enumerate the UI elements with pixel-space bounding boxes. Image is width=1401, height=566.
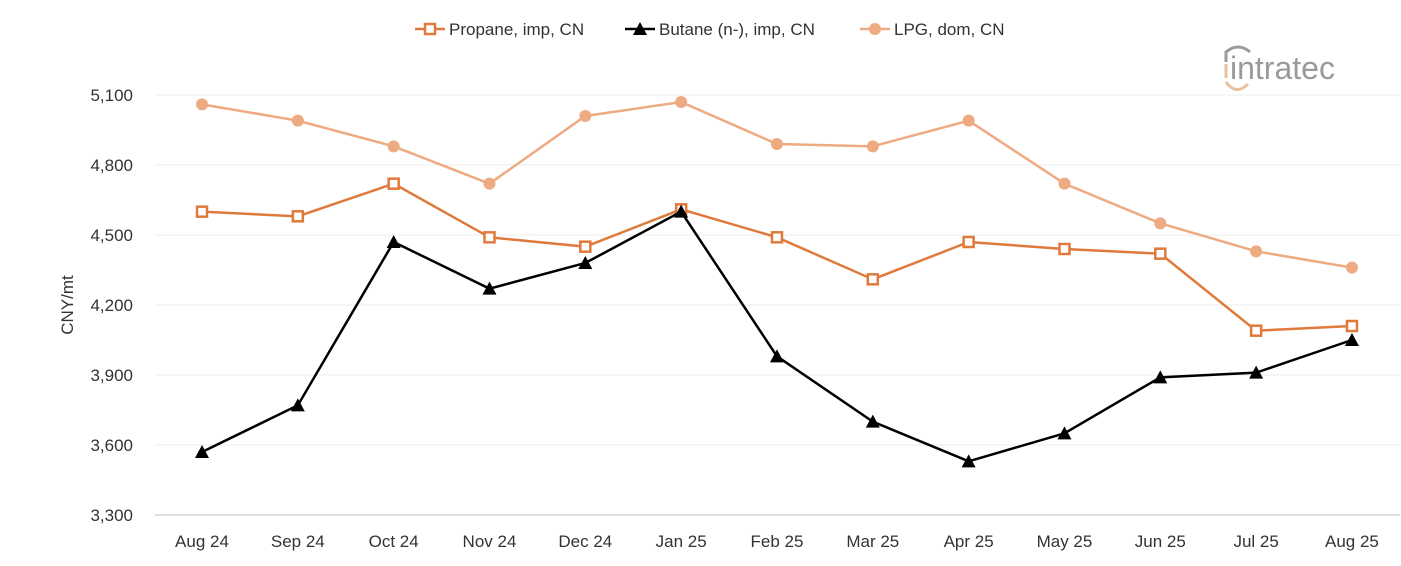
- data-point: [387, 177, 400, 190]
- y-axis-label: CNY/mt: [58, 275, 77, 335]
- x-tick-label: Aug 25: [1325, 532, 1379, 551]
- data-point: [483, 231, 496, 244]
- data-point: [1345, 319, 1359, 333]
- x-tick-label: Nov 24: [463, 532, 517, 551]
- data-point: [1249, 324, 1263, 337]
- gridlines: [155, 94, 1400, 446]
- data-point: [962, 235, 975, 249]
- data-point: [770, 138, 783, 150]
- data-point: [962, 114, 975, 127]
- series-propane-imp-cn: [195, 177, 1359, 337]
- data-point: [961, 454, 976, 468]
- data-point: [1153, 370, 1168, 384]
- y-tick-label: 3,600: [90, 436, 133, 455]
- data-point: [675, 96, 688, 108]
- data-point: [195, 445, 209, 458]
- data-point: [869, 23, 881, 35]
- data-point: [579, 240, 592, 253]
- x-axis-ticks: Aug 24 Sep 24 Oct 24 Nov 24 Dec 24 Jan 25 Feb …: [175, 532, 1379, 551]
- data-point: [290, 398, 305, 412]
- data-point: [1249, 365, 1264, 379]
- data-point: [386, 235, 401, 248]
- data-point: [1058, 177, 1071, 190]
- series-butane-n-imp-cn: [195, 204, 1359, 468]
- data-point: [579, 110, 592, 122]
- legend-item[interactable]: LPG, dom, CN: [860, 20, 1005, 39]
- data-point: [291, 114, 304, 127]
- logo-text: intratec: [1230, 50, 1335, 86]
- y-tick-label: 4,200: [90, 296, 133, 315]
- y-tick-label: 3,300: [90, 506, 133, 525]
- data-point: [769, 349, 784, 363]
- x-tick-label: May 25: [1037, 532, 1093, 551]
- y-tick-label: 4,800: [90, 156, 133, 175]
- x-tick-label: Oct 24: [369, 532, 419, 551]
- data-point: [291, 210, 305, 223]
- y-tick-label: 4,500: [90, 226, 133, 245]
- x-tick-label: Mar 25: [846, 532, 899, 551]
- data-point: [1154, 247, 1167, 260]
- legend-label: LPG, dom, CN: [894, 20, 1005, 39]
- legend-item[interactable]: Butane (n-), imp, CN: [625, 20, 815, 39]
- y-axis-ticks: 3,300 3,600 3,900 4,200 4,500 4,800 5,100: [90, 86, 133, 525]
- legend-item[interactable]: Propane, imp, CN: [415, 20, 584, 39]
- x-tick-label: Jun 25: [1135, 532, 1186, 551]
- x-tick-label: Jul 25: [1233, 532, 1278, 551]
- series-line: [201, 210, 1353, 463]
- data-point: [865, 414, 880, 428]
- data-point: [1057, 426, 1072, 440]
- data-point: [633, 22, 647, 35]
- x-tick-label: Sep 24: [271, 532, 325, 551]
- x-tick-label: Apr 25: [944, 532, 994, 551]
- data-point: [482, 281, 497, 295]
- series-group: [195, 96, 1359, 468]
- data-point: [578, 256, 593, 269]
- data-point: [866, 273, 880, 286]
- x-tick-label: Dec 24: [558, 532, 612, 551]
- x-tick-label: Jan 25: [656, 532, 707, 551]
- data-point: [866, 140, 879, 153]
- data-point: [483, 177, 496, 190]
- data-point: [423, 22, 437, 36]
- data-point: [1344, 333, 1359, 346]
- data-point: [674, 204, 689, 218]
- data-point: [1250, 245, 1263, 258]
- data-point: [1058, 242, 1071, 256]
- data-point: [770, 231, 784, 244]
- legend: Propane, imp, CN Butane (n-), imp, CN LPG,…: [415, 20, 1005, 39]
- data-point: [196, 98, 208, 111]
- data-point: [195, 205, 209, 218]
- x-tick-label: Aug 24: [175, 532, 229, 551]
- data-point: [387, 140, 400, 153]
- y-tick-label: 5,100: [90, 86, 133, 105]
- legend-label: Propane, imp, CN: [449, 20, 584, 39]
- series-lpg-dom-cn: [196, 96, 1358, 274]
- legend-label: Butane (n-), imp, CN: [659, 20, 815, 39]
- logo-arc-icon: [1224, 45, 1251, 62]
- data-point: [1345, 261, 1358, 274]
- series-line: [201, 182, 1353, 332]
- intratec-logo: intratec: [1224, 45, 1335, 91]
- data-point: [1154, 217, 1167, 230]
- x-tick-label: Feb 25: [751, 532, 804, 551]
- y-tick-label: 3,900: [90, 366, 133, 385]
